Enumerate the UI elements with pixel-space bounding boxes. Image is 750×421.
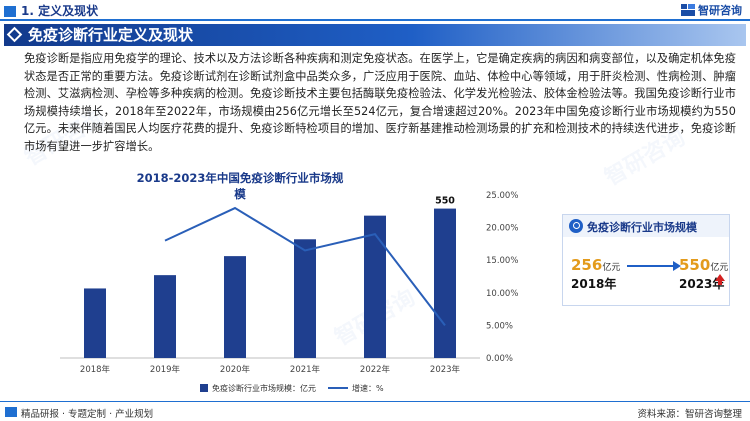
stat-2023-unit: 亿元 [710, 263, 729, 273]
y-tick-label-right: 0.00% [486, 354, 513, 364]
diamond-icon [6, 26, 23, 43]
stat-2023-year: 2023年 [679, 277, 725, 291]
stat-2023: 550亿元 2023年 [679, 255, 729, 292]
market-size-card: 免疫诊断行业市场规模 256亿元 2018年 550亿元 2023年 [562, 214, 730, 306]
x-tick-label: 2020年 [220, 364, 251, 375]
top-bar: 1. 定义及现状 智研咨询 [0, 0, 750, 22]
stat-2023-value: 550 [679, 256, 711, 274]
search-icon [569, 219, 583, 233]
intro-paragraph: 免疫诊断是指应用免疫学的理论、技术以及方法诊断各种疾病和测定免疫状态。在医学上，… [24, 52, 736, 153]
section-title: 1. 定义及现状 [21, 4, 99, 18]
x-tick-label: 2023年 [430, 364, 461, 375]
legend-label-line: 增速：% [352, 383, 384, 393]
card-title: 免疫诊断行业市场规模 [587, 221, 697, 234]
bar [294, 239, 316, 358]
y-tick-label-right: 20.00% [486, 224, 518, 234]
y-tick-label-right: 10.00% [486, 289, 518, 299]
x-tick-label: 2019年 [150, 364, 181, 375]
section-marker-icon [4, 6, 16, 17]
footer: 精品研报 · 专题定制 · 产业规划 资料来源：智研咨询整理 [0, 401, 750, 421]
growth-line [164, 206, 446, 327]
bar [154, 275, 176, 358]
brand: 智研咨询 [681, 3, 742, 17]
footer-tagline: 精品研报 · 专题定制 · 产业规划 [21, 409, 154, 420]
data-label: 550 [435, 196, 455, 207]
y-tick-label-right: 15.00% [486, 256, 518, 266]
page-title: 免疫诊断行业定义及现状 [28, 26, 194, 44]
legend-swatch-bar [200, 384, 208, 392]
legend-label-bar: 免疫诊断行业市场规模：亿元 [212, 383, 316, 393]
card-header: 免疫诊断行业市场规模 [563, 215, 729, 237]
x-tick-label: 2022年 [360, 364, 391, 375]
bar [224, 256, 246, 358]
footer-marker-icon [5, 407, 17, 417]
x-tick-label: 2018年 [80, 364, 111, 375]
y-tick-label-right: 25.00% [486, 191, 518, 201]
stat-2018-value: 256 [571, 256, 603, 274]
up-arrow-icon [715, 274, 725, 285]
source-note: 资料来源：智研咨询整理 [637, 409, 742, 420]
bar [434, 208, 456, 358]
top-divider [0, 19, 750, 21]
brand-logo-icon [681, 4, 695, 16]
title-bar: 免疫诊断行业定义及现状 [4, 24, 746, 46]
stat-2018: 256亿元 2018年 [571, 255, 623, 292]
stat-2018-unit: 亿元 [602, 263, 621, 273]
stat-2018-year: 2018年 [571, 277, 617, 291]
right-arrow-icon [627, 261, 681, 271]
chart-title: 2018-2023年中国免疫诊断行业市场规模 [136, 171, 344, 201]
market-size-chart: 0.00% 5.00% 10.00% 15.00% 20.00% 25.00% 2018年 2… [60, 191, 518, 393]
bar [364, 215, 386, 358]
footer-divider [0, 401, 750, 402]
y-tick-label-right: 5.00% [486, 321, 513, 331]
bar [84, 288, 106, 358]
brand-name: 智研咨询 [698, 4, 742, 17]
x-tick-label: 2021年 [290, 364, 321, 375]
